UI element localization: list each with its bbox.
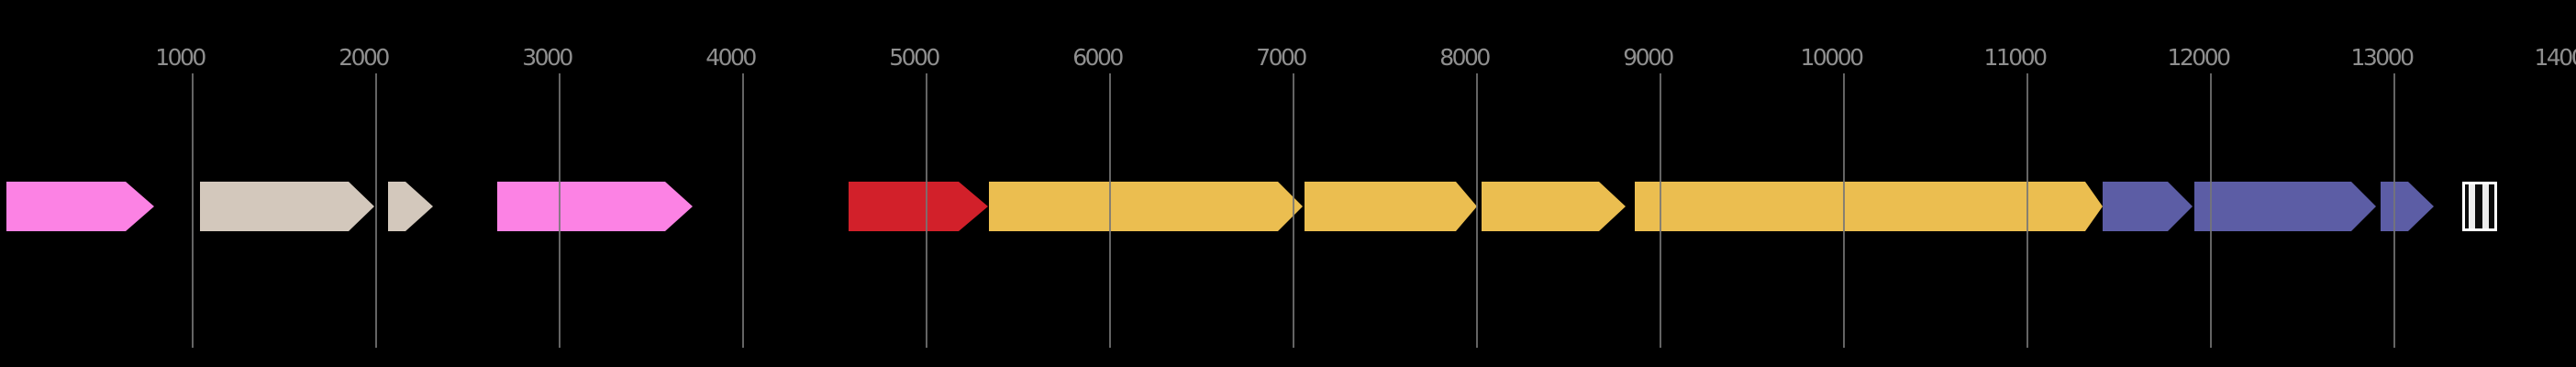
ruler-tick-label: 4000	[705, 44, 757, 71]
ruler-tick-label: 14000	[2534, 44, 2576, 71]
ruler-tick-label: 13000	[2350, 44, 2415, 71]
ruler-gridline	[559, 73, 561, 348]
ruler-gridline	[2393, 73, 2395, 348]
ruler-gridline	[1109, 73, 1111, 348]
ruler-tick-label: 5000	[889, 44, 940, 71]
ruler-gridline	[375, 73, 377, 348]
ruler-tick-label: 2000	[339, 44, 390, 71]
gene-arrow-tan-gene-2	[200, 182, 374, 231]
ruler-tick-label: 9000	[1623, 44, 1674, 71]
ruler-gridline	[2210, 73, 2212, 348]
gene-arrow-purple-gene-10	[2103, 182, 2193, 231]
gene-arrow-pink-gene-1	[6, 182, 154, 231]
gene-arrow-gold-gene-6	[989, 182, 1303, 231]
ruler-tick-label: 12000	[2167, 44, 2231, 71]
ruler-gridline	[742, 73, 744, 348]
ruler-tick-label: 1000	[155, 44, 206, 71]
ruler-gridline	[2026, 73, 2028, 348]
ruler-gridline	[1476, 73, 1478, 348]
ruler-gridline	[192, 73, 194, 348]
gene-arrow-gold-gene-9	[1635, 182, 2103, 231]
gene-arrow-pink-gene-4	[497, 182, 693, 231]
ruler-tick-label: 3000	[522, 44, 573, 71]
hatched-feature-box	[2462, 182, 2497, 231]
gene-arrow-purple-gene-12	[2381, 182, 2434, 231]
ruler-tick-label: 7000	[1256, 44, 1307, 71]
ruler-tick-label: 10000	[1800, 44, 1864, 71]
ruler-tick-label: 11000	[1983, 44, 2048, 71]
ruler-gridline	[1843, 73, 1845, 348]
gene-arrow-gold-gene-8	[1482, 182, 1626, 231]
gene-arrow-red-gene-5	[849, 182, 988, 231]
gene-arrow-purple-gene-11	[2194, 182, 2376, 231]
ruler-gridline	[1660, 73, 1661, 348]
gene-arrow-tan-gene-3	[388, 182, 433, 231]
ruler-gridline	[926, 73, 927, 348]
ruler-tick-label: 6000	[1072, 44, 1124, 71]
ruler-tick-label: 8000	[1439, 44, 1491, 71]
ruler-gridline	[1293, 73, 1294, 348]
gene-arrow-gold-gene-7	[1305, 182, 1477, 231]
